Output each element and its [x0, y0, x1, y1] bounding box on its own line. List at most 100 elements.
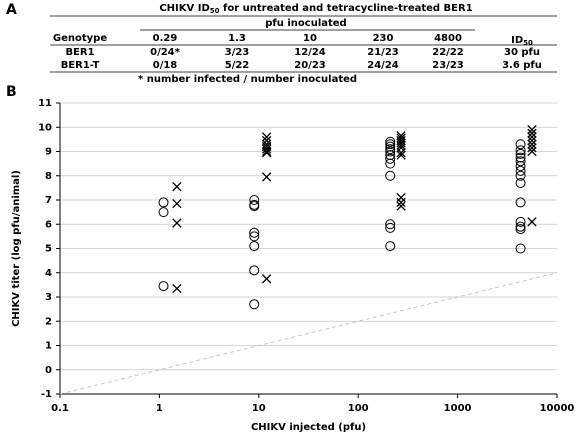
x-tick-label: 0.1 [51, 403, 69, 414]
x-marker [262, 148, 272, 158]
y-tick-label: 4 [45, 268, 52, 279]
x-marker [262, 132, 272, 142]
circle-marker [249, 201, 260, 212]
y-tick-label: 5 [45, 244, 52, 255]
x-tick-label: 10000 [540, 403, 575, 414]
x-marker [396, 148, 406, 158]
y-axis-label: CHIKV titer (log pfu/animal) [11, 170, 22, 327]
circle-marker [385, 144, 396, 155]
panel-label: A [6, 2, 17, 18]
x-axis-label: CHIKV injected (pfu) [251, 422, 366, 433]
x-tick-label: 1000 [444, 403, 472, 414]
circle-marker [515, 152, 526, 163]
x-marker [172, 182, 182, 192]
x-marker [396, 201, 406, 211]
y-tick-label: 11 [38, 98, 52, 109]
id-header: ID50 [511, 35, 533, 47]
circle-marker [385, 219, 396, 230]
circle-marker [515, 178, 526, 189]
x-marker [262, 172, 272, 182]
table-cell: 20/23 [294, 60, 326, 71]
x-marker [262, 274, 272, 284]
x-marker [172, 283, 182, 294]
circle-marker [385, 150, 396, 161]
y-tick-label: 8 [45, 171, 52, 182]
circle-marker [515, 161, 526, 172]
table-cell: 5/22 [225, 60, 250, 71]
y-tick-label: 2 [45, 316, 52, 327]
circle-marker [249, 231, 260, 242]
y-tick-label: 0 [45, 365, 52, 376]
table-cell: 0/18 [153, 60, 178, 71]
circle-marker [158, 281, 169, 292]
x-tick-label: 100 [348, 403, 369, 414]
id-header-subscript: 50 [523, 39, 533, 47]
x-tick-label: 1 [156, 403, 163, 414]
x-marker [527, 217, 537, 227]
circle-marker [385, 158, 396, 169]
table-cell: 30 pfu [504, 47, 540, 58]
circle-marker [385, 153, 396, 164]
table-title: CHIKV ID50 for untreated and tetracyclin… [159, 3, 472, 15]
x-marker [396, 197, 406, 208]
x-marker [396, 150, 406, 160]
table-cell: 23/23 [432, 60, 464, 71]
table-cell: 12/24 [294, 47, 326, 58]
circle-marker [515, 197, 526, 208]
circle-marker [515, 170, 526, 181]
id-header-part: ID [511, 35, 523, 46]
circle-marker [515, 139, 526, 150]
circle-marker [249, 265, 260, 276]
column-header: 230 [373, 33, 394, 44]
table-cell: 3/23 [225, 47, 250, 58]
circle-marker [515, 156, 526, 167]
column-header: 10 [303, 33, 317, 44]
x-marker [527, 128, 537, 138]
table-cell: BER1-T [61, 60, 100, 71]
column-header: 1.3 [228, 33, 246, 44]
column-header: 4800 [434, 33, 462, 44]
footnote: * number infected / number inoculated [138, 74, 357, 85]
circle-marker [515, 145, 526, 156]
column-header: Genotype [53, 33, 107, 44]
circle-marker [385, 146, 396, 157]
x-marker [396, 140, 406, 151]
table-cell: 3.6 pfu [502, 60, 542, 71]
title-part: for untreated and tetracycline-treated B… [220, 3, 473, 14]
table-cell: BER1 [65, 47, 94, 58]
x-marker [527, 135, 537, 146]
table-cell: 21/23 [367, 47, 399, 58]
circle-marker [158, 197, 169, 208]
circle-marker [249, 299, 260, 310]
table-cell: 24/24 [367, 60, 399, 71]
y-tick-label: 3 [45, 292, 52, 303]
x-tick-label: 10 [252, 403, 266, 414]
circle-marker [385, 170, 396, 181]
title-subscript: 50 [210, 7, 220, 15]
y-tick-label: 7 [45, 195, 52, 206]
circle-marker [158, 207, 169, 218]
x-marker [527, 132, 537, 142]
column-header: 0.29 [153, 33, 178, 44]
table-cell: 22/22 [432, 47, 464, 58]
circle-marker [249, 195, 260, 205]
circle-marker [515, 148, 526, 159]
circle-marker [515, 224, 526, 235]
circle-marker [385, 241, 396, 252]
circle-marker [385, 141, 396, 152]
y-tick-label: 1 [45, 341, 52, 352]
circle-marker [515, 165, 526, 176]
reference-line [59, 272, 558, 395]
y-tick-label: 6 [45, 219, 52, 230]
circle-marker [515, 243, 526, 254]
circle-marker [515, 221, 526, 232]
x-marker [172, 198, 182, 209]
x-marker [527, 125, 537, 135]
y-tick-label: 10 [38, 122, 52, 133]
y-tick-label: 9 [45, 147, 52, 158]
table-cell: 0/24* [150, 47, 181, 58]
x-marker [527, 143, 537, 153]
x-marker [527, 146, 537, 157]
x-marker [172, 218, 182, 228]
